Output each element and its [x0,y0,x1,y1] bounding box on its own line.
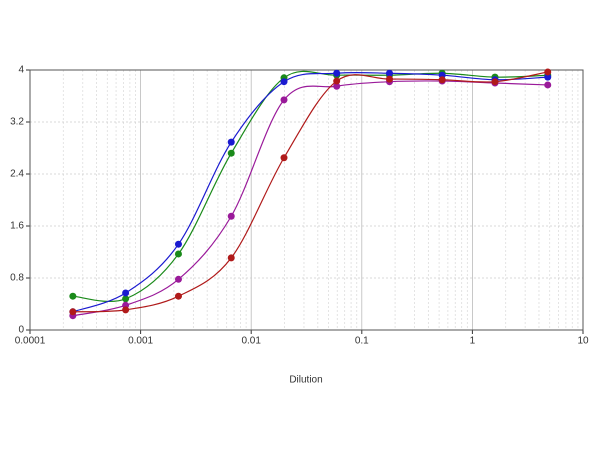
x-tick-label: 10 [577,336,589,347]
data-point [333,77,341,85]
plot-area [30,70,583,330]
fit-curve [72,70,548,303]
data-point [280,78,288,86]
data-point [438,76,446,84]
data-point [491,78,499,86]
data-point [122,306,130,314]
x-tick-label: 0.0001 [15,336,46,347]
y-tick-label: 3.2 [10,117,24,128]
data-point [544,73,552,81]
data-point [227,212,235,220]
data-point [280,154,288,162]
x-tick-label: 1 [470,336,476,347]
data-point [174,240,182,248]
data-point [174,250,182,258]
y-tick-label: 4 [18,65,24,76]
data-point [122,295,130,303]
plot-frame [29,69,584,331]
data-point [333,82,341,90]
data-point [227,138,235,146]
data-point [333,69,341,77]
fit-curve [72,80,548,317]
data-point [69,292,77,300]
y-tick-label: 2.4 [10,169,24,180]
fit-curve [72,71,548,313]
data-point [69,308,77,316]
x-tick-label: 0.001 [128,336,153,347]
y-tick-label: 0 [18,325,24,336]
data-point [227,254,235,262]
data-point [174,275,182,283]
data-point [122,289,130,297]
y-tick-label: 0.8 [10,273,24,284]
data-point [227,149,235,157]
data-point [385,75,393,83]
data-point [174,292,182,300]
data-point [544,68,552,76]
data-point [280,96,288,104]
x-tick-label: 0.01 [241,336,261,347]
data-point [385,69,393,77]
x-tick-label: 0.1 [355,336,369,347]
fit-curve [72,71,548,313]
data-point [544,81,552,89]
x-axis-label: Dilution [289,375,322,386]
y-tick-label: 1.6 [10,221,24,232]
